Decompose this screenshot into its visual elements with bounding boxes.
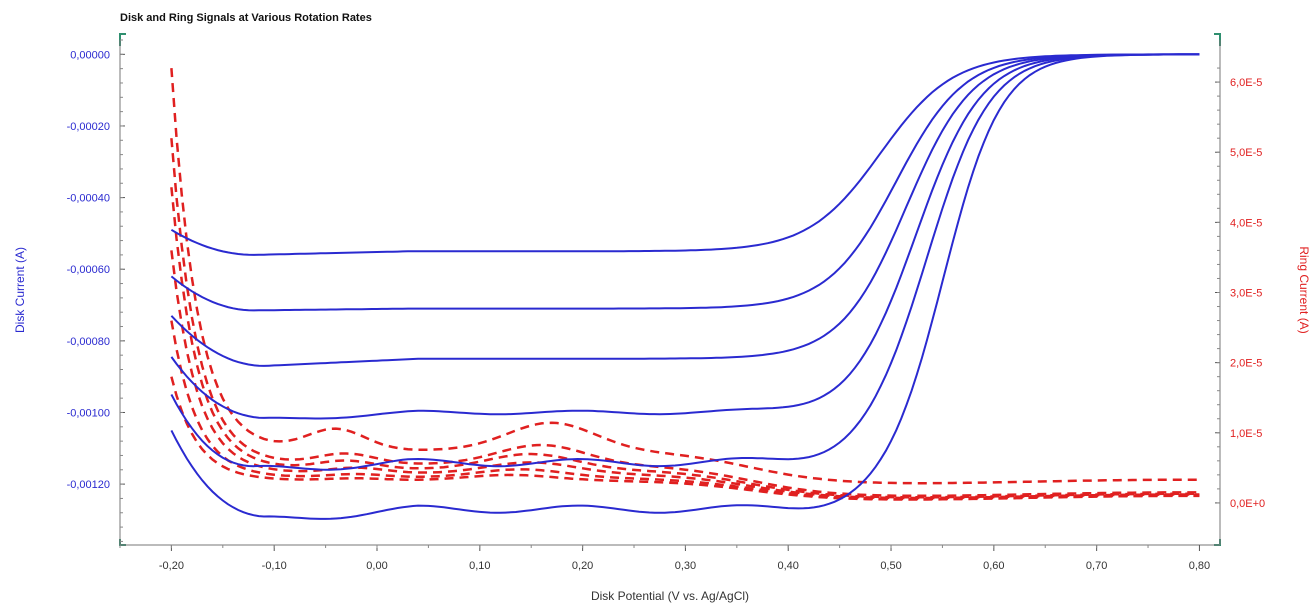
left-tick-label: -0,00120 — [67, 479, 110, 491]
x-axis-title: Disk Potential (V vs. Ag/AgCl) — [591, 589, 749, 603]
ring-series-line-3 — [170, 187, 1200, 499]
ring-series-group — [170, 68, 1200, 501]
right-tick-label: 0,0E+0 — [1230, 498, 1265, 510]
x-tick-label: 0,80 — [1189, 560, 1210, 572]
right-tick-label: 4,0E-5 — [1230, 217, 1262, 229]
disk-series-line-6 — [170, 53, 1200, 520]
frame-corner-br — [1214, 539, 1221, 546]
ring-series-line-5 — [170, 320, 1200, 501]
frame-corner-tr — [1214, 33, 1221, 46]
left-tick-label: -0,00080 — [67, 336, 110, 348]
ring-series-line-1 — [170, 68, 1200, 485]
x-axis: -0,20 -0,10 0,00 0,10 0,20 0,30 0,40 0,50 0,60 0,… — [119, 545, 1210, 572]
disk-series-line-4 — [170, 53, 1200, 420]
right-tick-label: 2,0E-5 — [1230, 358, 1262, 370]
right-axis: 6,0E-5 5,0E-5 4,0E-5 3,0E-5 2,0E-5 1,0E-5 0,0E… — [1215, 67, 1265, 510]
right-tick-label: 3,0E-5 — [1230, 288, 1262, 300]
ring-series-line-2 — [170, 138, 1200, 498]
frame-corner-bl — [119, 539, 126, 546]
disk-series-line-1 — [170, 53, 1200, 256]
x-tick-label: 0,10 — [469, 560, 490, 572]
right-axis-title: Ring Current (A) — [1297, 246, 1311, 333]
x-tick-label: 0,50 — [880, 560, 901, 572]
left-tick-label: -0,00020 — [67, 121, 110, 133]
x-tick-label: 0,20 — [572, 560, 593, 572]
disk-series-group — [170, 53, 1200, 520]
x-tick-label: 0,40 — [778, 560, 799, 572]
x-tick-label: 0,00 — [366, 560, 387, 572]
left-tick-label: -0,00060 — [67, 264, 110, 276]
ring-series-line-6 — [170, 376, 1200, 501]
left-tick-label: -0,00100 — [67, 407, 110, 419]
x-tick-label: 0,60 — [983, 560, 1004, 572]
x-tick-label: 0,70 — [1086, 560, 1107, 572]
x-tick-label: -0,10 — [262, 560, 287, 572]
disk-series-line-2 — [170, 53, 1200, 312]
chart-title: Disk and Ring Signals at Various Rotatio… — [120, 12, 372, 24]
disk-series-line-5 — [170, 53, 1200, 471]
x-tick-label: 0,30 — [675, 560, 696, 572]
right-tick-label: 5,0E-5 — [1230, 147, 1262, 159]
left-axis-title: Disk Current (A) — [13, 247, 27, 333]
right-tick-label: 6,0E-5 — [1230, 77, 1262, 89]
left-tick-label: -0,00040 — [67, 193, 110, 205]
left-axis: 0,00000 -0,00020 -0,00040 -0,00060 -0,00080 -… — [67, 39, 125, 542]
x-tick-label: -0,20 — [159, 560, 184, 572]
disk-series-line-3 — [170, 53, 1200, 367]
left-tick-label: 0,00000 — [70, 49, 110, 61]
right-tick-label: 1,0E-5 — [1230, 428, 1262, 440]
